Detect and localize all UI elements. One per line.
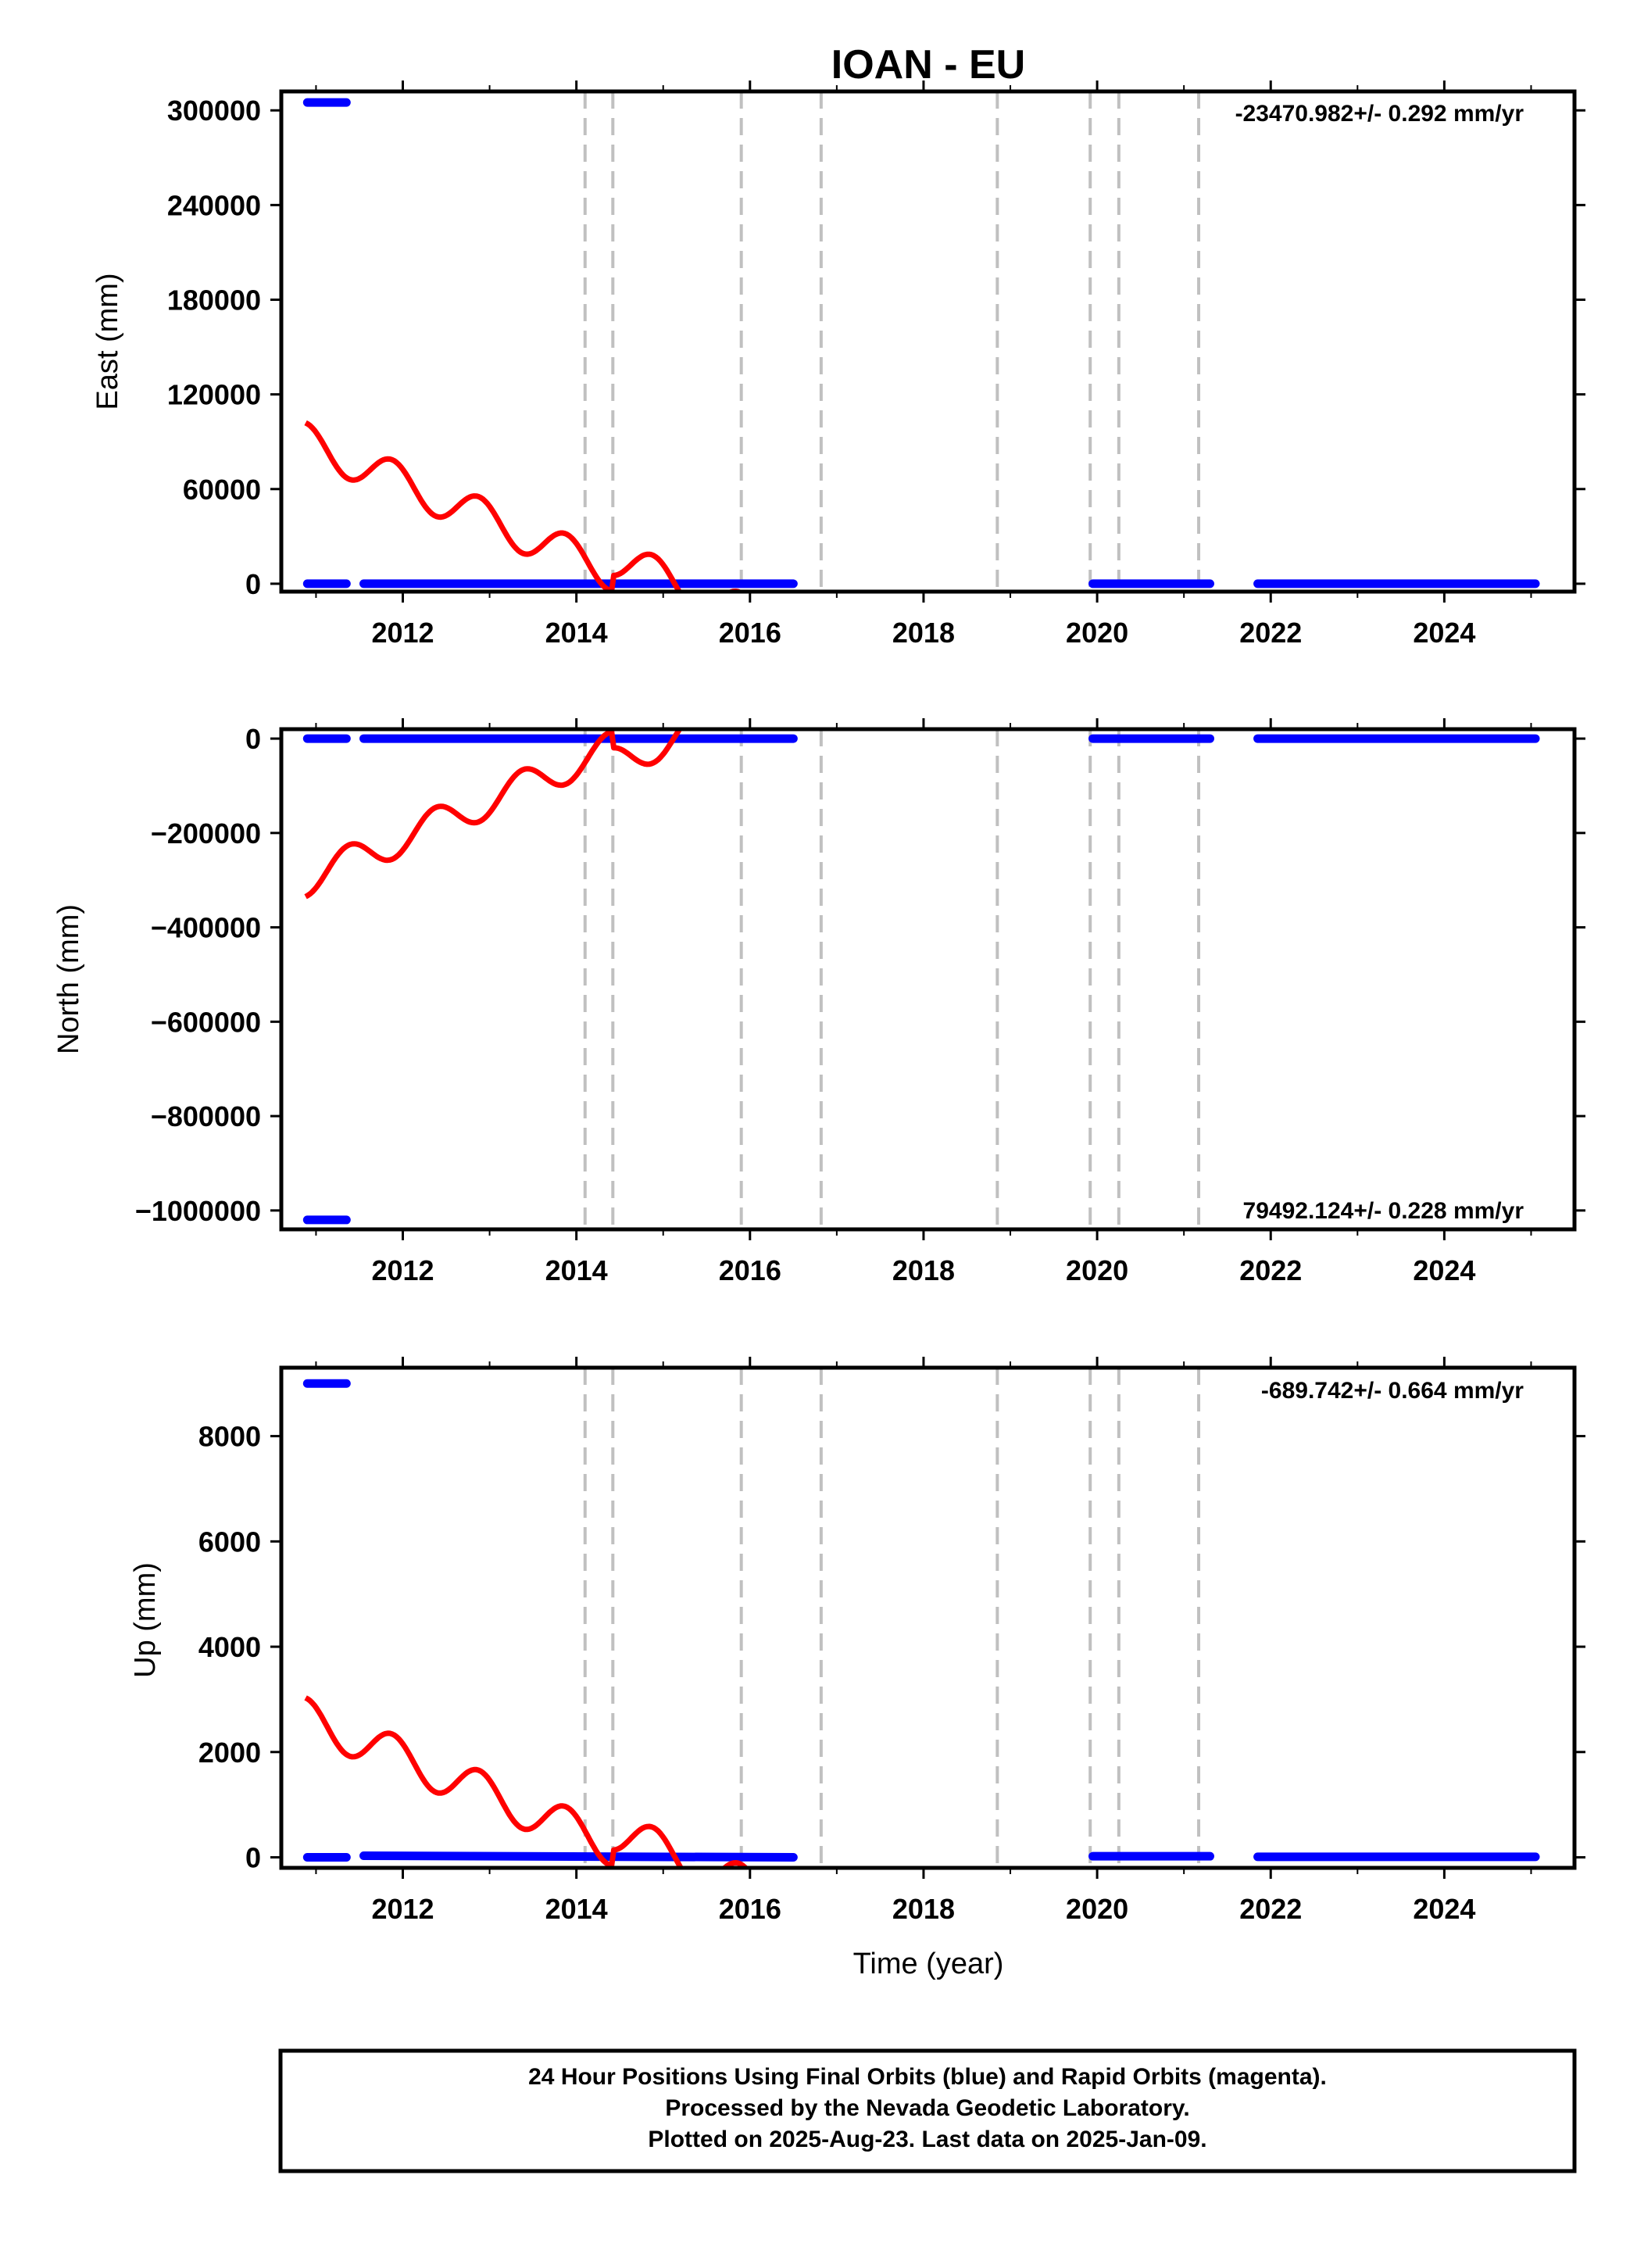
up-x-tick-label: 2012 <box>371 1893 434 1925</box>
east-y-tick-label: 60000 <box>183 474 261 506</box>
north-x-tick-label: 2018 <box>892 1254 955 1286</box>
north-model-curve <box>992 585 1024 614</box>
up-y-tick-label: 8000 <box>198 1421 261 1453</box>
east-y-tick-label: 0 <box>245 568 261 600</box>
up-data-layer <box>302 1368 1540 1868</box>
up-x-tick-label: 2024 <box>1413 1893 1475 1925</box>
up-rate-annotation: -689.742+/- 0.664 mm/yr <box>1261 1378 1524 1404</box>
footer-frame <box>278 2048 1577 2173</box>
east-y-tick-label: 240000 <box>167 189 261 221</box>
up-x-tick-label: 2018 <box>892 1893 955 1925</box>
north-panel: 2012 2014 2016 2018 2020 2022 2024 0 −200000 −400… <box>52 458 1585 1286</box>
north-x-tick-label: 2012 <box>371 1254 434 1286</box>
north-y-tick-label: 0 <box>245 723 261 755</box>
east-x-tick-label: 2012 <box>371 617 434 649</box>
north-y-tick-label: −1000000 <box>135 1195 261 1227</box>
east-x-tick-label: 2018 <box>892 617 955 649</box>
north-data-layer <box>302 458 1540 1229</box>
up-y-tick-label: 4000 <box>198 1631 261 1663</box>
north-y-axis-label: North (mm) <box>52 904 85 1054</box>
north-plot-area: 2012 2014 2016 2018 2020 2022 2024 0 −200000 −400… <box>135 458 1585 1286</box>
north-y-tick-label: −600000 <box>151 1006 261 1038</box>
up-y-axis-label: Up (mm) <box>129 1562 162 1678</box>
up-model-curve <box>304 1695 749 1868</box>
north-x-tick-label: 2014 <box>545 1254 608 1286</box>
footer-line-1: 24 Hour Positions Using Final Orbits (bl… <box>528 2064 1327 2090</box>
east-y-tick-label: 300000 <box>167 95 261 127</box>
east-rate-annotation: -23470.982+/- 0.292 mm/yr <box>1235 101 1524 127</box>
up-y-tick-label: 6000 <box>198 1526 261 1558</box>
footer-line-3: Plotted on 2025-Aug-23. Last data on 202… <box>648 2127 1206 2152</box>
north-x-tick-label: 2022 <box>1239 1254 1302 1286</box>
footer-line-2: Processed by the Nevada Geodetic Laborat… <box>665 2095 1189 2121</box>
north-model-curve <box>304 729 738 900</box>
up-x-tick-label: 2016 <box>719 1893 781 1925</box>
up-final-positions <box>359 1851 798 1862</box>
east-data-layer <box>302 91 1540 760</box>
north-model-curve <box>1032 560 1054 571</box>
east-y-tick-label: 180000 <box>167 284 261 316</box>
east-y-axis-label: East (mm) <box>91 273 124 410</box>
east-model-curve <box>1032 749 1054 760</box>
up-y-tick-label: 0 <box>245 1842 261 1874</box>
north-model-curve <box>1090 458 1535 591</box>
up-panel: 2012 2014 2016 2018 2020 2022 2024 0 2000 4000 600… <box>129 1357 1585 1925</box>
east-x-tick-label: 2014 <box>545 617 608 649</box>
north-x-tick-label: 2020 <box>1066 1254 1128 1286</box>
east-x-tick-label: 2022 <box>1239 617 1302 649</box>
north-x-tick-label: 2016 <box>719 1254 781 1286</box>
north-x-tick-label: 2024 <box>1413 1254 1475 1286</box>
up-frame <box>279 1365 1577 1870</box>
north-frame <box>279 727 1577 1232</box>
east-x-tick-label: 2020 <box>1066 617 1128 649</box>
north-y-tick-label: −800000 <box>151 1100 261 1132</box>
chart-title: IOAN - EU <box>831 42 1025 88</box>
east-x-tick-label: 2024 <box>1413 617 1475 649</box>
east-x-tick-label: 2016 <box>719 617 781 649</box>
east-model-curve <box>821 628 893 687</box>
north-rate-annotation: 79492.124+/- 0.228 mm/yr <box>1243 1198 1524 1224</box>
up-x-tick-label: 2022 <box>1239 1893 1302 1925</box>
east-model-curve <box>304 420 745 592</box>
north-y-tick-label: −200000 <box>151 817 261 850</box>
east-panel: 2012 2014 2016 2018 2020 2022 2024 0 60000 120000… <box>91 80 1585 760</box>
up-x-tick-label: 2014 <box>545 1893 608 1925</box>
footer-box: 24 Hour Positions Using Final Orbits (bl… <box>278 2048 1577 2173</box>
east-plot-area: 2012 2014 2016 2018 2020 2022 2024 0 60000 120000… <box>167 80 1585 760</box>
up-y-tick-label: 2000 <box>198 1737 261 1769</box>
x-axis-label: Time (year) <box>853 1948 1004 1980</box>
east-frame <box>279 89 1577 594</box>
north-y-tick-label: −400000 <box>151 912 261 944</box>
up-plot-area: 2012 2014 2016 2018 2020 2022 2024 0 2000 4000 600… <box>198 1357 1585 1925</box>
up-x-tick-label: 2020 <box>1066 1893 1128 1925</box>
east-y-tick-label: 120000 <box>167 379 261 411</box>
east-model-curve <box>898 665 928 682</box>
north-model-curve <box>821 635 893 701</box>
